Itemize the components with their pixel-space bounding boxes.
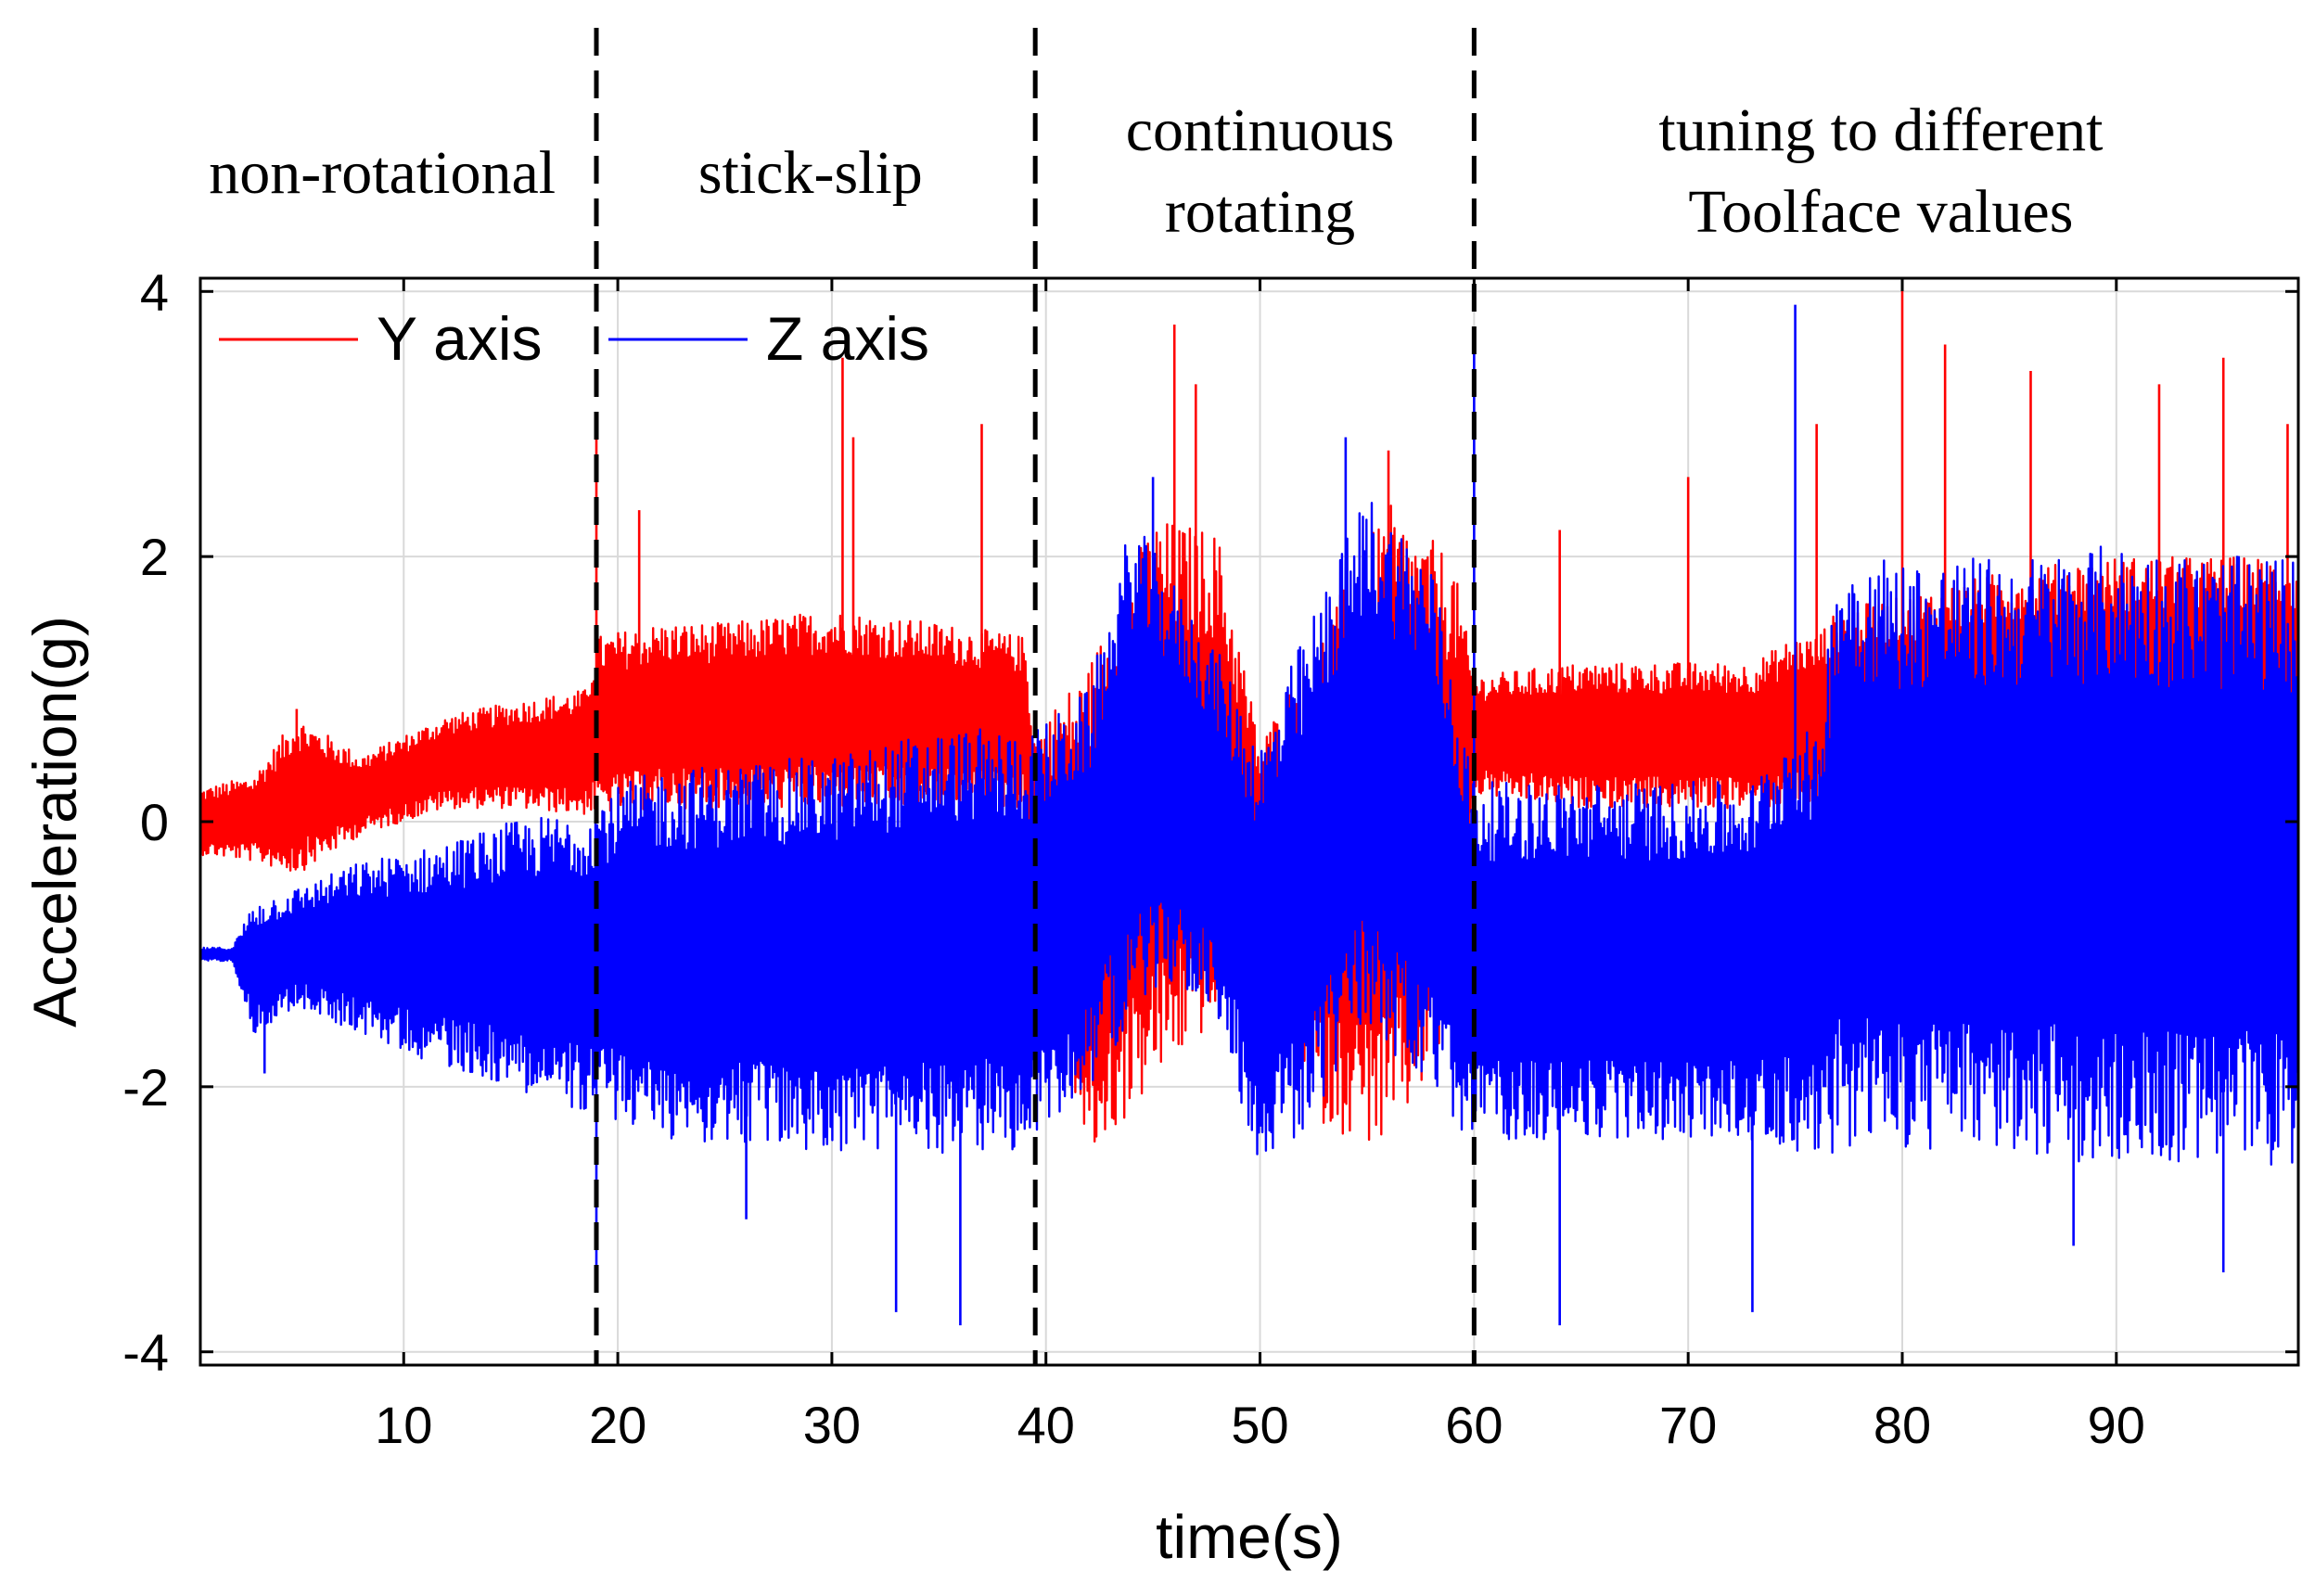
x-tick-label: 70 xyxy=(1659,1396,1717,1454)
phase-label: continuous rotating xyxy=(1126,96,1395,246)
series-trace xyxy=(198,502,2300,1166)
x-axis-title: time(s) xyxy=(1156,1502,1343,1571)
x-tick-label: 90 xyxy=(2088,1396,2145,1454)
y-tick-label: -2 xyxy=(122,1058,169,1117)
phase-label: stick-slip xyxy=(698,139,923,207)
phase-boundaries xyxy=(594,28,1477,1365)
legend-label: Z axis xyxy=(766,304,929,373)
x-tick-label: 50 xyxy=(1231,1396,1288,1454)
phase-label-line: Toolface values xyxy=(1688,178,2073,246)
y-tick-label: -4 xyxy=(122,1323,169,1382)
legend-entry: Y axis xyxy=(219,304,543,373)
phase-label-line: continuous xyxy=(1126,96,1395,164)
phase-label-line: rotating xyxy=(1165,178,1355,246)
y-tick-label: 4 xyxy=(140,262,169,321)
x-tick-label: 40 xyxy=(1017,1396,1075,1454)
phase-label: non-rotational xyxy=(209,139,556,207)
x-tick-label: 10 xyxy=(375,1396,432,1454)
phase-label: tuning to different Toolface values xyxy=(1658,96,2103,246)
series-trace xyxy=(198,504,2300,1143)
series-layer xyxy=(198,278,2300,1326)
legend-label: Y axis xyxy=(377,304,543,373)
x-tick-label: 30 xyxy=(803,1396,861,1454)
series-z-axis xyxy=(198,304,2300,1326)
series-y-axis xyxy=(198,278,2300,1143)
x-tick-label: 20 xyxy=(589,1396,646,1454)
phase-labels: non-rotational stick-slip continuous rotati… xyxy=(209,96,2103,246)
phase-label-line: tuning to different xyxy=(1658,96,2103,164)
y-tick-label: 2 xyxy=(140,528,169,586)
legend-entry: Z axis xyxy=(608,304,929,373)
x-tick-label: 80 xyxy=(1874,1396,1931,1454)
y-axis-title: Acceleration(g) xyxy=(20,616,89,1028)
y-tick-label: 0 xyxy=(140,793,169,851)
phase-label-line: stick-slip xyxy=(698,139,923,207)
x-tick-label: 60 xyxy=(1445,1396,1503,1454)
phase-label-line: non-rotational xyxy=(209,139,556,207)
legend: Y axis Z axis xyxy=(219,304,929,373)
